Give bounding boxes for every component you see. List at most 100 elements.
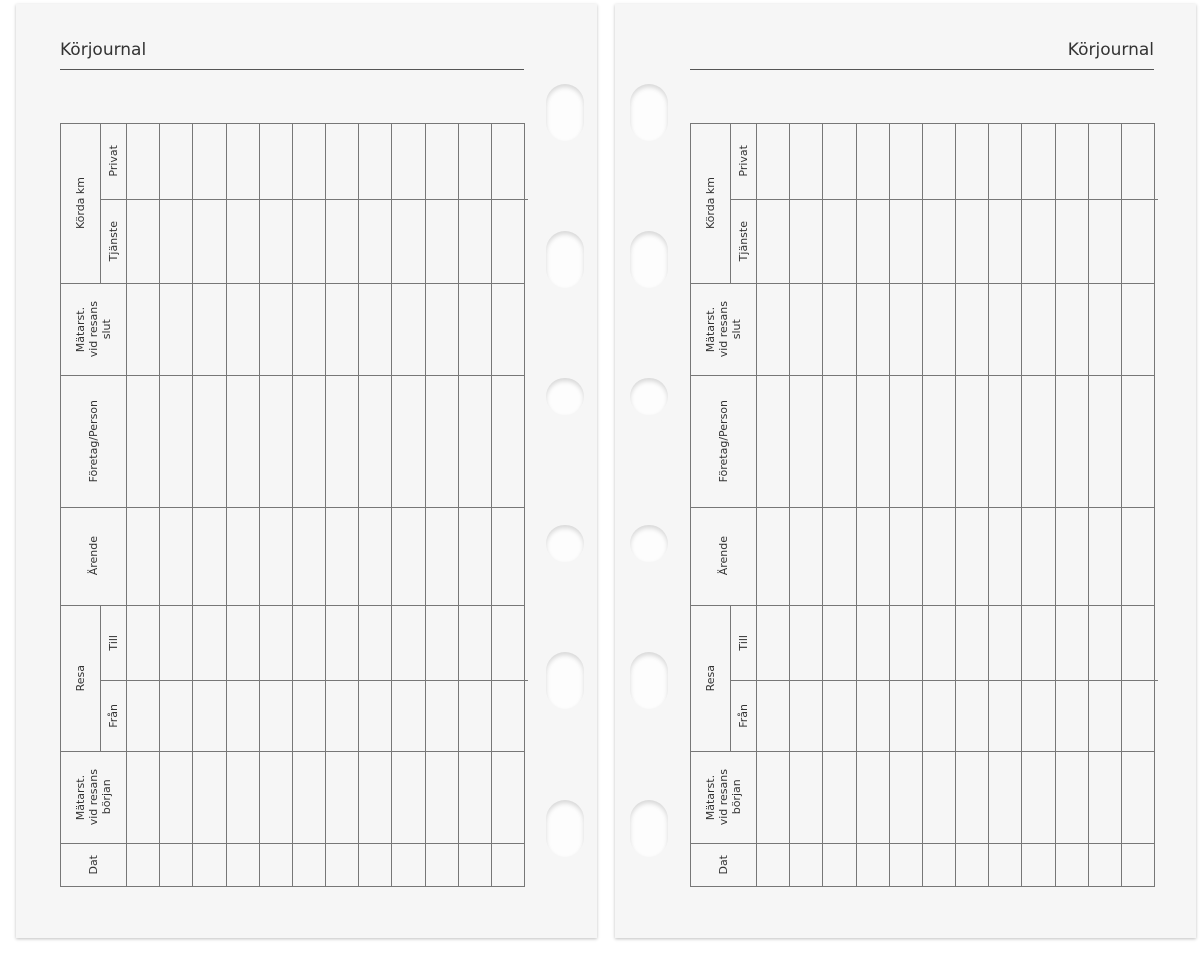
header-matarst_borjan: Mätarst. vid resans början [60,751,126,843]
page-title: Körjournal [60,40,147,60]
column-line [789,123,791,886]
column-line [822,123,824,886]
binder-hole [546,525,584,562]
header-fran: Från [730,680,756,751]
table-border [60,123,61,886]
left-page: Körjournal Körda km Privat Tjänste Mätarst.… [16,4,597,938]
row-line [60,605,525,606]
subrow-line [730,680,1158,681]
subcolumn-line [100,123,101,283]
header-tjanste: Tjänste [100,199,126,283]
header-privat: Privat [100,123,126,199]
column-line [126,123,127,886]
row-line [690,843,1155,844]
row-line [60,123,525,124]
header-label: Från [106,703,120,728]
header-fran: Från [100,680,126,751]
header-arende: Ärende [60,507,126,605]
header-label: Ärende [86,536,100,576]
log-table: Körda km Privat Tjänste Mätarst. vid resans… [60,123,528,887]
subcolumn-line [100,605,101,751]
row-line [690,886,1155,887]
binder-hole [630,525,668,562]
subrow-line [100,680,528,681]
row-line [690,605,1155,606]
binder-hole [546,378,584,415]
subrow-line [100,199,528,200]
header-label: Körda km [73,176,87,230]
header-privat: Privat [730,123,756,199]
binder-hole [630,84,668,141]
column-line [1087,123,1089,886]
binder-hole [630,800,668,857]
header-label: Mätarst. vid resans slut [73,300,113,358]
row-line [60,751,525,752]
header-foretag: Företag/Person [60,375,126,507]
header-matarst_slut: Mätarst. vid resans slut [60,283,126,375]
header-till: Till [730,605,756,680]
column-line [192,123,194,886]
right-page: Körjournal Körda km Privat Tjänste Mätarst.… [615,4,1196,938]
header-label: Dat [86,854,100,875]
header-label: Tjänste [736,220,750,262]
header-dat: Dat [60,843,126,886]
header-korda_km: Körda km [690,123,730,283]
header-till: Till [100,605,126,680]
title-rule [690,69,1154,70]
header-matarst_borjan: Mätarst. vid resans början [690,751,756,843]
table-border [1154,123,1155,886]
header-arende: Ärende [690,507,756,605]
column-line [955,123,956,886]
column-line [391,123,393,886]
column-line [325,123,326,886]
column-line [258,123,260,886]
column-line [225,123,227,886]
subcolumn-line [730,605,731,751]
header-resa: Resa [690,605,730,751]
column-line [424,123,426,886]
row-line [690,375,1155,376]
header-label: Privat [736,145,750,177]
subcolumn-line [730,123,731,283]
column-line [1054,123,1056,886]
header-label: Företag/Person [86,399,100,483]
row-line [690,751,1155,752]
header-matarst_slut: Mätarst. vid resans slut [690,283,756,375]
row-line [60,886,525,887]
column-line [291,123,293,886]
column-line [888,123,890,886]
header-label: Resa [703,664,717,692]
row-line [60,375,525,376]
row-line [60,843,525,844]
header-label: Från [736,703,750,728]
column-line [490,123,492,886]
column-line [1120,123,1122,886]
header-label: Företag/Person [716,399,730,483]
header-label: Till [106,634,120,651]
column-line [1021,123,1023,886]
row-line [60,507,525,508]
header-label: Resa [73,664,87,692]
binder-hole [630,231,668,288]
title-rule [60,69,524,70]
row-line [60,283,525,284]
column-line [358,123,360,886]
header-tjanste: Tjänste [730,199,756,283]
header-label: Ärende [716,536,730,576]
header-korda_km: Körda km [60,123,100,283]
header-label: Mätarst. vid resans slut [703,300,743,358]
header-label: Tjänste [106,220,120,262]
header-label: Mätarst. vid resans början [703,768,743,826]
header-label: Mätarst. vid resans början [73,768,113,826]
binder-hole [546,652,584,709]
column-line [159,123,161,886]
header-foretag: Företag/Person [690,375,756,507]
header-label: Till [736,634,750,651]
header-label: Privat [106,145,120,177]
log-table: Körda km Privat Tjänste Mätarst. vid resans… [690,123,1158,887]
binder-hole [546,231,584,288]
column-line [988,123,990,886]
subrow-line [730,199,1158,200]
column-line [921,123,923,886]
header-dat: Dat [690,843,756,886]
